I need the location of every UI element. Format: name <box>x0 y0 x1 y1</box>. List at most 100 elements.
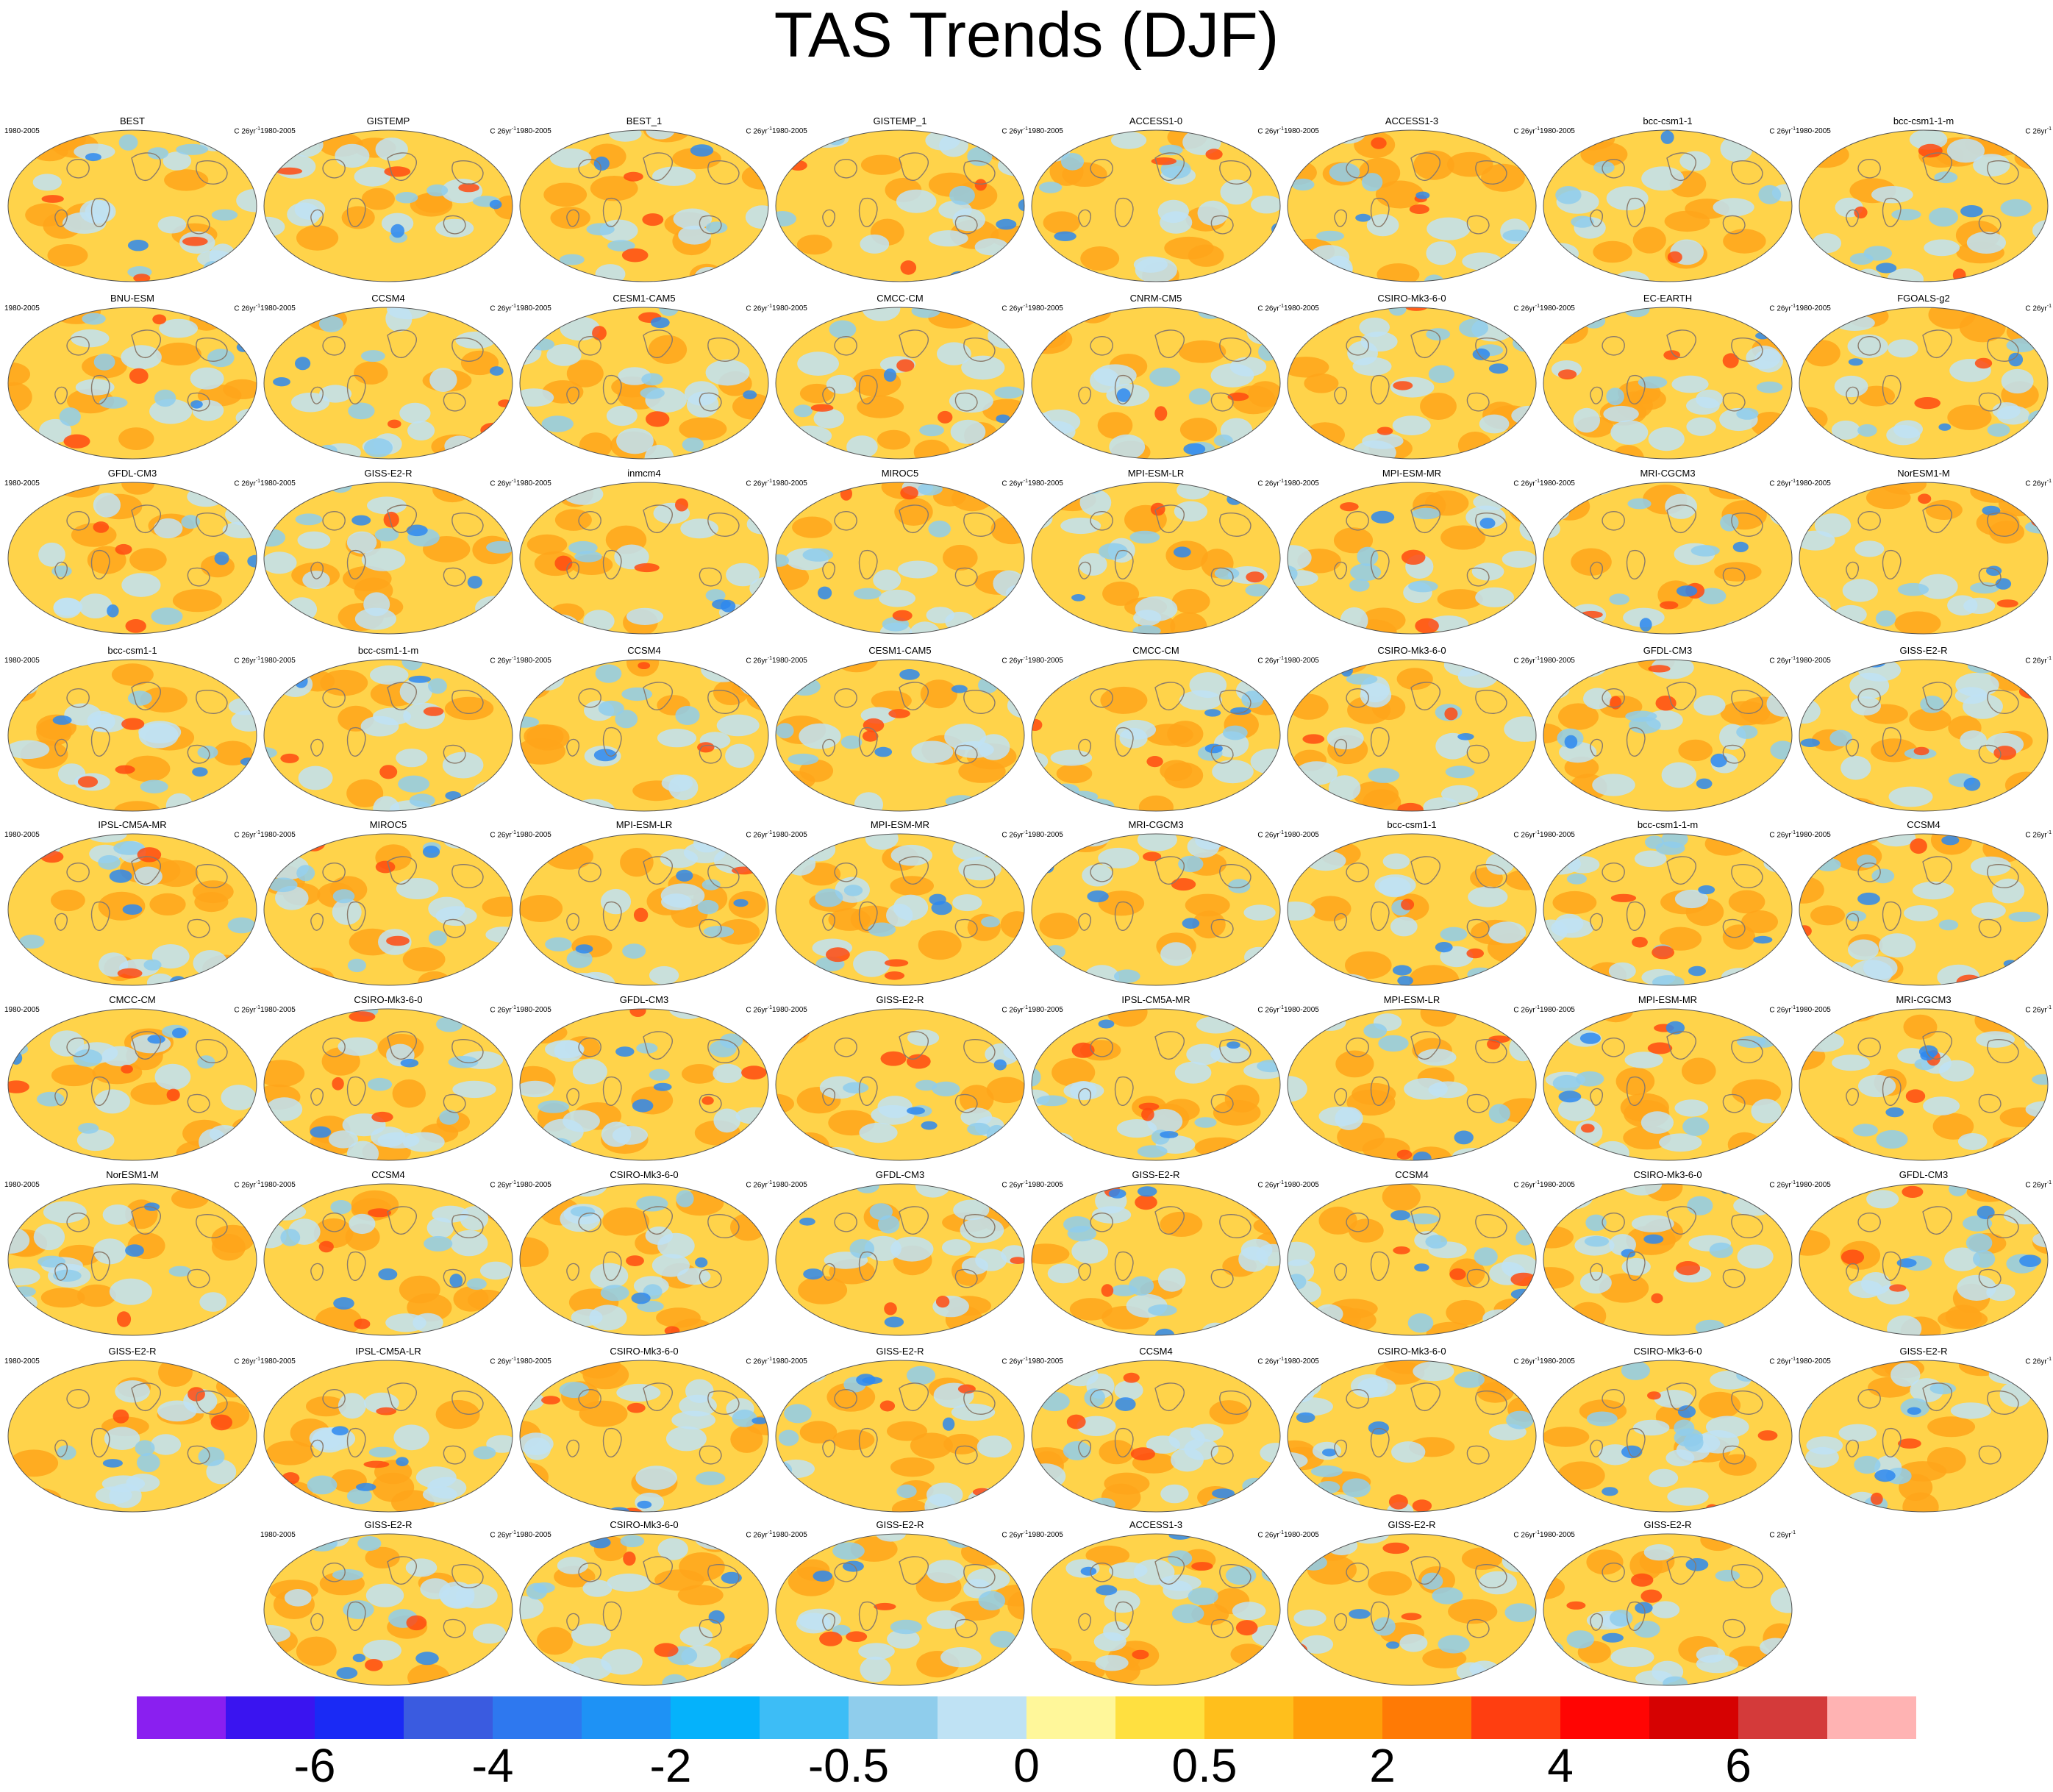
trend-patch <box>992 1138 1024 1160</box>
trend-patch <box>1686 417 1716 436</box>
map-border <box>775 1533 1025 1686</box>
trend-patch <box>2008 352 2024 367</box>
coastline <box>1078 209 1092 227</box>
map-plot <box>1287 1008 1537 1161</box>
trend-patch <box>1902 1185 1924 1198</box>
trend-patch <box>928 520 951 538</box>
trend-patch <box>520 716 540 728</box>
map-plot <box>775 1533 1025 1686</box>
map-plot <box>1543 1533 1793 1686</box>
trend-patch <box>73 1049 103 1067</box>
trend-patch <box>907 1107 925 1115</box>
coastline <box>90 1251 110 1282</box>
coastline <box>54 386 68 404</box>
trend-patch <box>550 207 590 229</box>
map-plot <box>1543 129 1793 282</box>
trend-patch <box>349 1213 376 1235</box>
panel-model-name: GISS-E2-R <box>108 1346 157 1357</box>
trend-patch <box>1288 836 1308 848</box>
panel-units: C 26yr-1 <box>1001 656 1028 665</box>
trend-patch <box>488 1654 513 1668</box>
trend-patch <box>981 605 1024 634</box>
trend-patch <box>1567 856 1600 874</box>
map-border <box>775 1183 1025 1336</box>
coastline <box>899 1382 929 1412</box>
coastline <box>578 510 601 531</box>
trend-patch <box>1236 1190 1263 1202</box>
trend-patch <box>921 1121 938 1130</box>
trend-patch <box>280 1229 301 1246</box>
coastline <box>699 1093 722 1113</box>
trend-patch <box>1423 797 1460 811</box>
trend-patch <box>476 839 513 861</box>
trend-patch <box>354 361 388 385</box>
trend-patch <box>959 1085 994 1114</box>
trend-patch <box>792 516 832 538</box>
trend-patch <box>1676 585 1698 597</box>
trend-patch <box>1555 186 1582 204</box>
coastline <box>1334 1088 1348 1106</box>
coastline <box>1978 918 2002 938</box>
trend-patch <box>264 307 301 335</box>
trend-patch <box>1197 200 1229 226</box>
map-panel: NorESM1-M 1980-2005 C 26yr-1 <box>4 1169 260 1337</box>
map-panel: GISS-E2-R 1980-2005 C 26yr-1 <box>260 1519 516 1687</box>
trend-patch <box>1114 1380 1143 1401</box>
coastline <box>578 862 601 882</box>
panel-model-name: CSIRO-Mk3-6-0 <box>1633 1169 1702 1180</box>
trend-patch <box>1070 1081 1097 1101</box>
trend-patch <box>615 1046 635 1057</box>
trend-patch <box>199 1292 227 1312</box>
trend-patch <box>520 792 538 799</box>
coastline <box>90 549 110 580</box>
trend-patch <box>1493 834 1536 847</box>
trend-patch <box>1944 1247 1980 1271</box>
coastline <box>1154 1206 1185 1235</box>
trend-patch <box>896 189 937 213</box>
trend-patch <box>890 1619 922 1635</box>
trend-patch <box>1084 1388 1105 1407</box>
coastline <box>187 1445 210 1465</box>
trend-patch <box>264 482 299 502</box>
trend-patch <box>1643 1544 1674 1561</box>
trend-patch <box>578 451 593 459</box>
trend-patch <box>1918 1045 1938 1058</box>
trend-patch <box>751 1417 768 1424</box>
trend-patch <box>51 889 85 912</box>
coastline <box>1722 744 1746 764</box>
trend-patch <box>428 678 447 694</box>
coastline <box>1466 1445 1490 1465</box>
trend-patch <box>1063 1441 1091 1460</box>
trend-patch <box>609 130 642 142</box>
map-border <box>1543 1183 1793 1336</box>
trend-patch <box>996 414 1010 424</box>
trend-patch <box>1728 890 1765 914</box>
coastline <box>196 1038 228 1063</box>
trend-patch <box>396 878 439 899</box>
trend-patch <box>1368 768 1400 783</box>
trend-patch <box>225 954 254 979</box>
panel-units: C 26yr-1 <box>1257 304 1284 313</box>
coastline <box>1466 215 1490 235</box>
trend-patch <box>1687 1196 1713 1216</box>
trend-patch <box>943 544 978 571</box>
trend-patch <box>601 1121 632 1147</box>
trend-patch <box>1581 1124 1595 1133</box>
trend-patch <box>1814 513 1852 538</box>
trend-patch <box>1322 1449 1337 1457</box>
trend-patch <box>1558 369 1577 379</box>
coastline <box>1090 510 1113 531</box>
trend-patch <box>1157 1268 1186 1292</box>
panel-model-name: CCSM4 <box>627 645 661 656</box>
trend-patch <box>264 551 297 574</box>
trend-patch <box>472 1623 507 1644</box>
trend-patch <box>1580 141 1628 167</box>
map-plot <box>1799 1360 2049 1513</box>
coastline <box>451 1563 484 1588</box>
coastline <box>578 1212 601 1232</box>
trend-patch <box>750 130 768 140</box>
map-panel: GISS-E2-R 1980-2005 C 26yr-1 <box>1796 645 2052 813</box>
trend-patch <box>615 710 638 729</box>
colorbar-box <box>1115 1696 1205 1739</box>
trend-patch <box>282 1360 318 1374</box>
